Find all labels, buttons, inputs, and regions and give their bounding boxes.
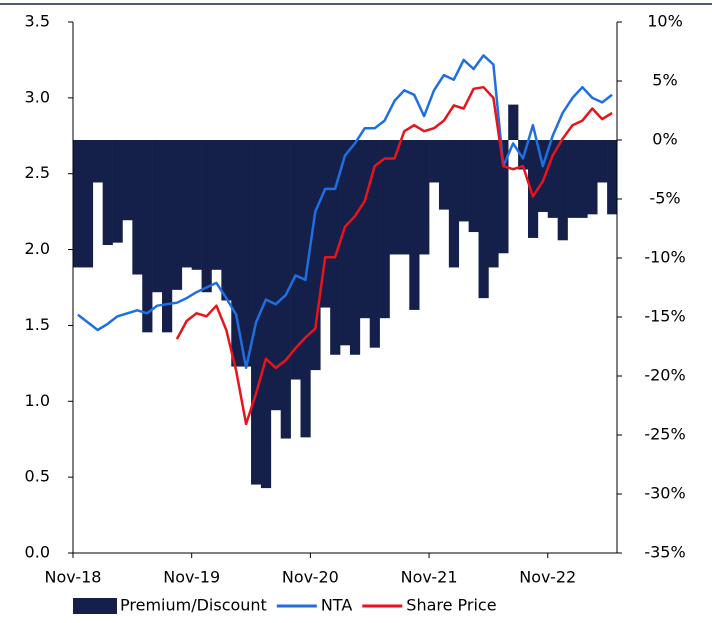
y2-tick-label: -35% [644, 543, 685, 562]
bar [438, 140, 450, 210]
y2-tick-label: -20% [644, 366, 685, 385]
y2-tick-label: -25% [644, 425, 685, 444]
bar [251, 140, 262, 485]
legend-label: Premium/Discount [120, 596, 267, 615]
line-series [175, 85, 613, 426]
x-tick-label: Nov-21 [401, 568, 458, 587]
bar [389, 140, 400, 255]
bar [122, 140, 133, 221]
bar [270, 140, 282, 411]
bar [429, 140, 440, 183]
bar [171, 140, 183, 290]
x-tick-label: Nov-20 [282, 568, 339, 587]
bar [468, 140, 479, 233]
bar [369, 140, 380, 348]
legend-swatch [73, 598, 117, 614]
y2-tick-label: -10% [644, 248, 685, 267]
bar [478, 140, 489, 299]
y-tick-label: 3.5 [25, 12, 50, 31]
bar [379, 140, 390, 319]
bar [607, 140, 618, 215]
bar [567, 140, 578, 218]
bar [359, 140, 371, 319]
legend-label: Share Price [406, 596, 496, 615]
bar [82, 140, 94, 268]
x-tick-label: Nov-19 [163, 568, 220, 587]
y-tick-label: 2.0 [25, 239, 50, 258]
bar [409, 140, 420, 310]
bar [527, 140, 539, 238]
bar [399, 140, 410, 255]
bar [310, 140, 321, 371]
bar [300, 140, 311, 438]
bar [142, 140, 153, 333]
y2-tick-label: -15% [644, 307, 685, 326]
legend-label: NTA [321, 596, 353, 615]
bar [537, 140, 549, 212]
bar [340, 140, 351, 346]
y-tick-label: 0.5 [25, 467, 50, 486]
bar [458, 140, 469, 222]
bar [102, 140, 113, 246]
y-tick-label: 0.0 [25, 543, 50, 562]
bar [201, 140, 212, 293]
y2-tick-label: -5% [649, 189, 680, 208]
bar [349, 140, 361, 355]
bar [260, 140, 272, 489]
bar [419, 140, 430, 255]
bar [547, 140, 558, 218]
bar [320, 140, 331, 308]
bar [330, 140, 341, 355]
y-tick-label: 3.0 [25, 87, 50, 106]
y2-tick-label: 10% [647, 12, 683, 31]
bar [211, 140, 222, 270]
bar [488, 140, 499, 268]
y2-tick-label: 5% [652, 71, 677, 90]
bar [231, 140, 242, 367]
bar [73, 140, 84, 268]
bar [181, 140, 192, 268]
bar [557, 140, 568, 241]
line-series [77, 54, 613, 370]
bar [597, 140, 608, 183]
bar [498, 140, 509, 254]
y-tick-label: 2.5 [25, 163, 50, 182]
bar [152, 140, 163, 293]
x-tick-label: Nov-22 [519, 568, 576, 587]
bar [92, 140, 103, 183]
bar [448, 140, 460, 268]
bar [280, 140, 291, 439]
bar [577, 140, 588, 218]
bar [162, 140, 173, 333]
bar [241, 140, 252, 367]
bar [508, 104, 519, 140]
y2-tick-label: 0% [652, 130, 677, 149]
bar [191, 140, 202, 270]
y-tick-label: 1.0 [25, 391, 50, 410]
bar [587, 140, 598, 215]
bar [132, 140, 143, 275]
x-tick-label: Nov-18 [45, 568, 102, 587]
bar [112, 140, 123, 243]
y-tick-label: 1.5 [25, 315, 50, 334]
bar [221, 140, 232, 301]
bar [290, 140, 301, 380]
y2-tick-label: -30% [644, 484, 685, 503]
